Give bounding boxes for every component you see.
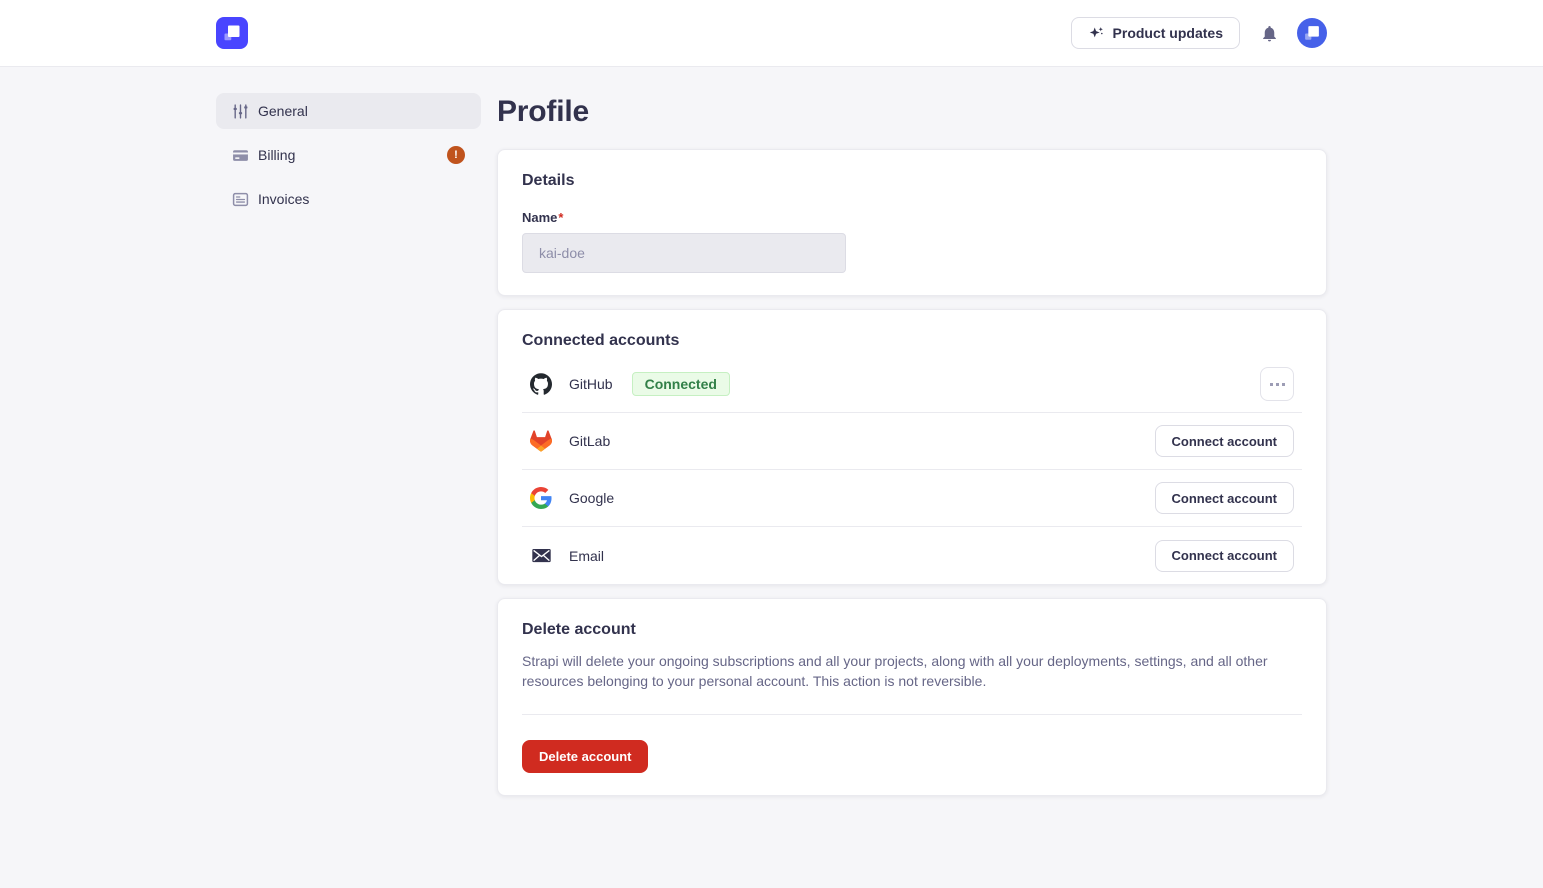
notifications-button[interactable] (1260, 24, 1279, 43)
account-row-gitlab: GitLab Connect account (522, 413, 1302, 470)
connected-accounts-heading: Connected accounts (522, 332, 680, 349)
provider-name: Email (569, 547, 605, 564)
delete-account-card: Delete account Strapi will delete your o… (497, 598, 1327, 796)
sparkles-icon (1088, 25, 1105, 42)
provider-name: Google (569, 490, 615, 506)
details-heading: Details (522, 172, 575, 189)
delete-account-heading: Delete account (522, 621, 636, 638)
connect-gitlab-button[interactable]: Connect account (1154, 425, 1294, 457)
required-asterisk: * (558, 210, 564, 225)
connect-google-button[interactable]: Connect account (1154, 482, 1294, 514)
bell-icon (1260, 24, 1279, 43)
sidebar-item-label: Invoices (258, 191, 310, 207)
delete-account-description: Strapi will delete your ongoing subscrip… (522, 653, 1268, 689)
connect-email-button[interactable]: Connect account (1154, 539, 1294, 572)
billing-warning-badge: ! (447, 146, 465, 164)
credit-card-icon (232, 147, 249, 164)
provider-name: GitLab (569, 433, 611, 449)
strapi-mark-icon (220, 21, 244, 45)
user-avatar[interactable] (1297, 18, 1327, 48)
sidebar-item-label: General (258, 103, 308, 119)
connected-status-badge: Connected (631, 372, 730, 396)
account-row-google: Google Connect account (522, 470, 1302, 527)
product-updates-label: Product updates (1112, 25, 1223, 41)
divider (522, 714, 1302, 715)
sidebar-item-billing[interactable]: Billing ! (216, 137, 481, 173)
top-header: Product updates (0, 0, 1543, 67)
sliders-icon (232, 103, 249, 120)
github-more-options-button[interactable] (1260, 367, 1294, 401)
sidebar-item-label: Billing (258, 147, 296, 163)
account-row-email: Email Connect account (522, 527, 1302, 584)
delete-account-button[interactable]: Delete account (522, 740, 649, 773)
settings-sidebar: General Billing ! Invoices (216, 93, 481, 225)
product-updates-button[interactable]: Product updates (1070, 17, 1240, 49)
name-input[interactable] (522, 233, 846, 273)
page-title: Profile (497, 95, 589, 128)
connected-accounts-card: Connected accounts GitHub Connected (497, 309, 1327, 585)
strapi-logo[interactable] (216, 17, 248, 49)
account-row-github: GitHub Connected (522, 356, 1302, 413)
details-card: Details Name* (497, 149, 1327, 296)
provider-name: GitHub (569, 376, 613, 392)
name-field-label: Name* (522, 210, 564, 225)
sidebar-item-invoices[interactable]: Invoices (216, 181, 481, 217)
github-icon (530, 373, 552, 395)
gitlab-icon (530, 430, 552, 452)
sidebar-item-general[interactable]: General (216, 93, 481, 129)
email-icon (530, 545, 552, 567)
avatar-strapi-mark-icon (1301, 22, 1323, 44)
ellipsis-icon (1269, 382, 1285, 386)
receipt-icon (232, 191, 249, 208)
google-icon (530, 487, 552, 509)
